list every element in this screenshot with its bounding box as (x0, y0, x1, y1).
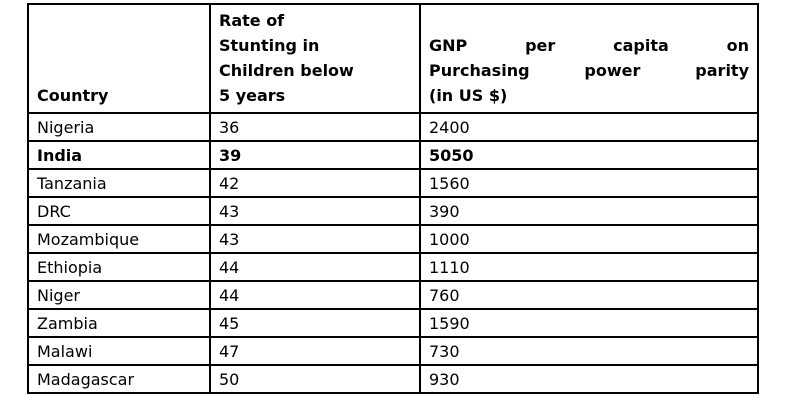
cell-country: Tanzania (27, 168, 211, 198)
table-row-malawi: Malawi 47 730 (27, 336, 759, 366)
cell-rate: 50 (209, 364, 421, 394)
table-row-nigeria: Nigeria 36 2400 (27, 112, 759, 142)
cell-rate: 39 (209, 140, 421, 170)
cell-country: Nigeria (27, 112, 211, 142)
table-row-mozambique: Mozambique 43 1000 (27, 224, 759, 254)
cell-rate: 36 (209, 112, 421, 142)
table-row-zambia: Zambia 45 1590 (27, 308, 759, 338)
cell-gnp: 930 (419, 364, 759, 394)
cell-gnp: 390 (419, 196, 759, 226)
header-stunting-rate: Rate of Stunting in Children below 5 yea… (209, 3, 421, 114)
table-row-tanzania: Tanzania 42 1560 (27, 168, 759, 198)
cell-country: Zambia (27, 308, 211, 338)
cell-gnp: 2400 (419, 112, 759, 142)
cell-rate: 43 (209, 224, 421, 254)
cell-country: India (27, 140, 211, 170)
cell-rate: 42 (209, 168, 421, 198)
cell-rate: 43 (209, 196, 421, 226)
cell-rate: 44 (209, 252, 421, 282)
header-gnp: GNP per capita on Purchasing power parit… (419, 3, 759, 114)
cell-country: Niger (27, 280, 211, 310)
cell-country: DRC (27, 196, 211, 226)
cell-rate: 45 (209, 308, 421, 338)
cell-country: Ethiopia (27, 252, 211, 282)
cell-country: Mozambique (27, 224, 211, 254)
cell-gnp: 5050 (419, 140, 759, 170)
table-row-drc: DRC 43 390 (27, 196, 759, 226)
cell-country: Malawi (27, 336, 211, 366)
cell-gnp: 1110 (419, 252, 759, 282)
cell-gnp: 760 (419, 280, 759, 310)
stunting-gnp-table: Country Rate of Stunting in Children bel… (27, 3, 759, 394)
table-row-india: India 39 5050 (27, 140, 759, 170)
table-row-niger: Niger 44 760 (27, 280, 759, 310)
cell-gnp: 1590 (419, 308, 759, 338)
cell-gnp: 730 (419, 336, 759, 366)
header-country-label: Country (37, 86, 109, 105)
cell-rate: 44 (209, 280, 421, 310)
header-row: Country Rate of Stunting in Children bel… (27, 3, 759, 114)
table-row-madagascar: Madagascar 50 930 (27, 364, 759, 394)
cell-gnp: 1560 (419, 168, 759, 198)
table-row-ethiopia: Ethiopia 44 1110 (27, 252, 759, 282)
cell-country: Madagascar (27, 364, 211, 394)
cell-rate: 47 (209, 336, 421, 366)
cell-gnp: 1000 (419, 224, 759, 254)
header-country: Country (27, 3, 211, 114)
